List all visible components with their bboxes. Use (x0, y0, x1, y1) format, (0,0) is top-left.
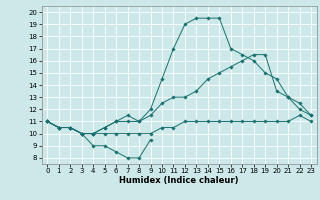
X-axis label: Humidex (Indice chaleur): Humidex (Indice chaleur) (119, 176, 239, 185)
